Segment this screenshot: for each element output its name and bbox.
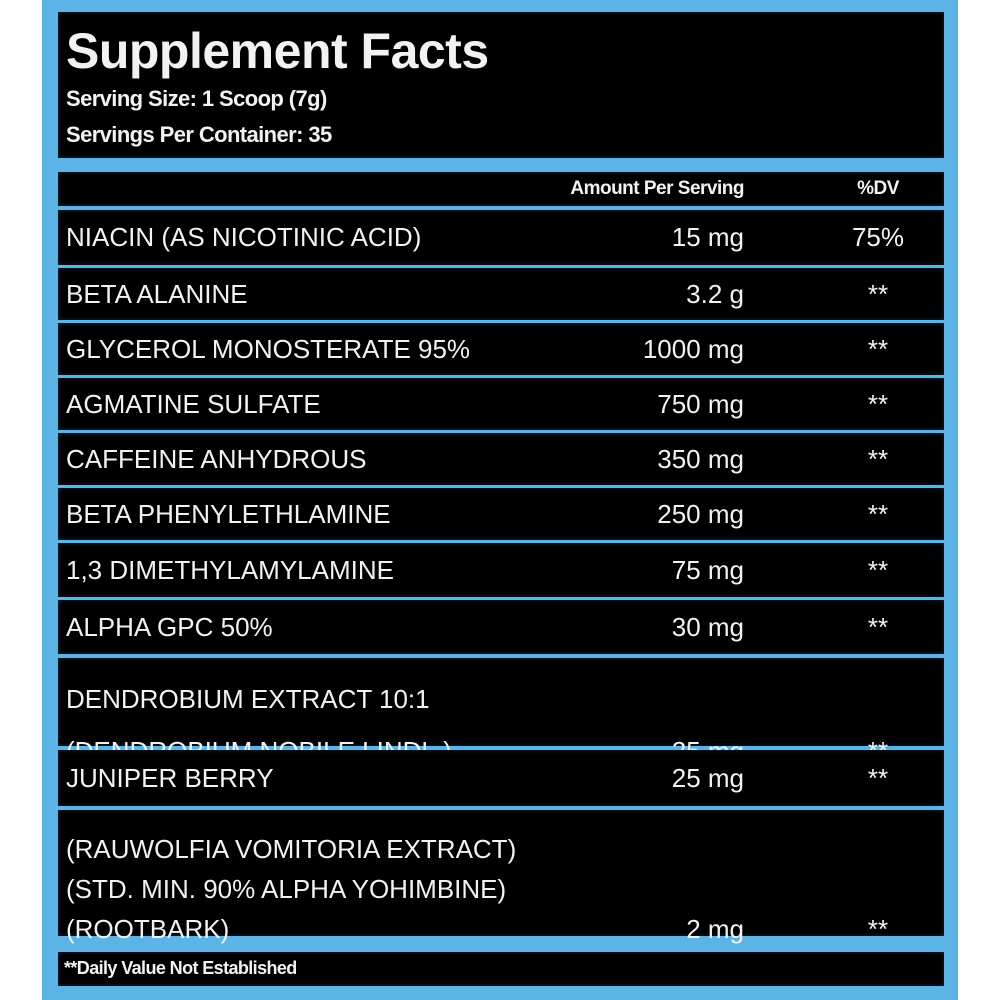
- supplement-facts-panel: Supplement Facts Serving Size: 1 Scoop (…: [42, 0, 958, 1000]
- ingredient-row: BETA ALANINE 3.2 g **: [58, 268, 944, 320]
- ingredient-row: NIACIN (AS NICOTINIC ACID) 15 mg 75%: [58, 210, 944, 265]
- title: Supplement Facts: [66, 23, 489, 79]
- ingredient-row: GLYCEROL MONOSTERATE 95% 1000 mg **: [58, 323, 944, 375]
- ingredient-daily-value: **: [867, 499, 889, 529]
- servings-per-container: Servings Per Container: 35: [66, 122, 332, 147]
- ingredient-daily-value: **: [867, 763, 889, 793]
- ingredient-daily-value: **: [867, 279, 889, 309]
- dv-column-header: %DV: [857, 178, 899, 199]
- ingredient-row: (RAUWOLFIA VOMITORIA EXTRACT) (STD. MIN.…: [58, 810, 944, 944]
- ingredient-amount: 30 mg: [671, 612, 744, 642]
- ingredient-daily-value: **: [867, 334, 889, 364]
- ingredient-amount: 25 mg: [671, 763, 744, 793]
- ingredient-daily-value: 75%: [851, 222, 905, 252]
- ingredient-row: DENDROBIUM EXTRACT 10:1 (DENDROBIUM NOBI…: [58, 658, 944, 766]
- amount-column-header: Amount Per Serving: [570, 178, 744, 199]
- ingredient-daily-value: **: [867, 555, 889, 585]
- ingredient-name: NIACIN (AS NICOTINIC ACID): [66, 222, 422, 252]
- ingredient-row: ALPHA GPC 50% 30 mg **: [58, 600, 944, 654]
- ingredient-row: BETA PHENYLETHLAMINE 250 mg **: [58, 488, 944, 540]
- ingredient-amount: 1000 mg: [642, 334, 744, 364]
- ingredient-name: GLYCEROL MONOSTERATE 95%: [66, 334, 471, 364]
- ingredient-amount: 750 mg: [657, 389, 744, 419]
- ingredient-daily-value: **: [867, 444, 889, 474]
- ingredient-amount: 75 mg: [671, 555, 744, 585]
- serving-size: Serving Size: 1 Scoop (7g): [66, 86, 327, 111]
- ingredient-name: AGMATINE SULFATE: [66, 389, 321, 419]
- ingredient-name: (RAUWOLFIA VOMITORIA EXTRACT) (STD. MIN.…: [66, 834, 517, 944]
- ingredient-amount: 3.2 g: [686, 279, 744, 309]
- ingredient-name: JUNIPER BERRY: [66, 763, 274, 793]
- ingredient-name: ALPHA GPC 50%: [66, 612, 273, 642]
- ingredient-daily-value: **: [867, 913, 889, 944]
- footnote-box: **Daily Value Not Established: [58, 952, 944, 986]
- ingredient-row: AGMATINE SULFATE 750 mg **: [58, 378, 944, 430]
- ingredient-amount: 350 mg: [657, 444, 744, 474]
- ingredient-amount: 2 mg: [686, 913, 744, 944]
- ingredient-row: 1,3 DIMETHYLAMYLAMINE 75 mg **: [58, 543, 944, 597]
- ingredient-name: BETA PHENYLETHLAMINE: [66, 499, 391, 529]
- footnote: **Daily Value Not Established: [64, 958, 297, 978]
- header-box: Supplement Facts Serving Size: 1 Scoop (…: [58, 12, 944, 158]
- ingredient-name: 1,3 DIMETHYLAMYLAMINE: [66, 555, 394, 585]
- ingredient-amount: 250 mg: [657, 499, 744, 529]
- column-header-row: Amount Per Serving %DV: [58, 172, 944, 206]
- ingredient-daily-value: **: [867, 612, 889, 642]
- ingredient-name: BETA ALANINE: [66, 279, 248, 309]
- ingredient-amount: 15 mg: [671, 222, 744, 252]
- ingredient-row: CAFFEINE ANHYDROUS 350 mg **: [58, 433, 944, 485]
- ingredient-daily-value: **: [867, 389, 889, 419]
- ingredient-name: CAFFEINE ANHYDROUS: [66, 444, 367, 474]
- ingredient-row: JUNIPER BERRY 25 mg **: [58, 750, 944, 806]
